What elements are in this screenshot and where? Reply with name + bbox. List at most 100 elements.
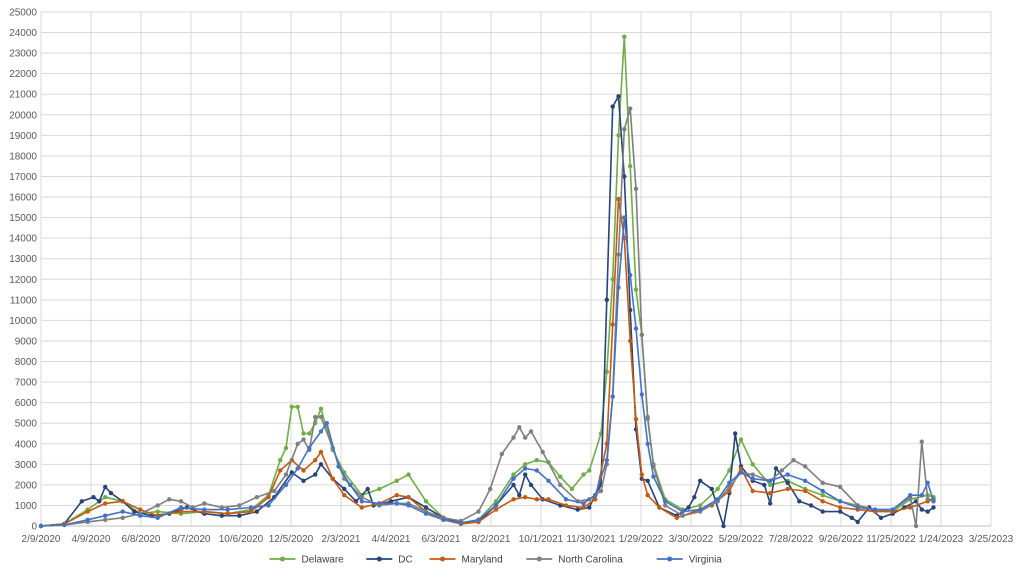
legend-marker [376, 556, 382, 562]
data-point [523, 466, 528, 471]
y-tick-label: 3000 [15, 460, 38, 471]
legend-label: DC [398, 555, 412, 566]
data-point [639, 392, 644, 397]
x-tick-label: 11/30/2021 [566, 534, 616, 545]
data-point [301, 437, 306, 442]
data-point [604, 297, 609, 302]
data-point [913, 523, 919, 529]
data-point [394, 493, 399, 498]
data-point [838, 505, 843, 510]
data-point [301, 468, 306, 473]
data-point [925, 497, 930, 502]
data-point [476, 509, 481, 514]
data-point [633, 287, 639, 292]
data-point [820, 499, 825, 504]
y-tick-label: 4000 [15, 439, 38, 450]
data-point [698, 478, 703, 483]
data-point [581, 472, 586, 477]
data-point [540, 449, 545, 455]
y-tick-label: 18000 [9, 151, 37, 162]
data-point [85, 509, 90, 514]
x-tick-label: 3/30/2022 [669, 534, 714, 545]
data-point [919, 493, 924, 498]
data-point [103, 517, 108, 522]
data-point [167, 497, 172, 502]
data-point [219, 513, 224, 518]
data-point [820, 488, 825, 494]
data-point [517, 425, 522, 430]
data-point [610, 322, 615, 327]
data-point [266, 503, 271, 508]
data-point [925, 480, 930, 485]
data-point [692, 495, 697, 500]
data-point [709, 486, 714, 492]
data-point [528, 429, 534, 434]
data-point [406, 503, 411, 508]
data-point [838, 499, 843, 504]
legend-item: Maryland [429, 555, 503, 566]
data-point [295, 466, 300, 471]
data-point [633, 326, 639, 331]
data-point [628, 106, 633, 111]
data-point [622, 215, 627, 220]
y-tick-label: 12000 [9, 275, 37, 286]
data-point [762, 482, 767, 488]
data-point [488, 486, 493, 492]
data-point [441, 517, 446, 522]
data-point [569, 486, 574, 492]
y-tick-label: 24000 [9, 28, 37, 39]
data-point [628, 273, 633, 278]
data-point [698, 507, 703, 512]
y-tick-label: 15000 [9, 213, 37, 224]
data-point [313, 458, 318, 463]
data-point [295, 441, 300, 446]
data-point [178, 509, 184, 514]
data-point [324, 421, 329, 426]
y-tick-label: 17000 [9, 172, 37, 183]
data-point [803, 464, 808, 469]
y-tick-label: 5000 [15, 419, 38, 430]
data-point [645, 414, 650, 420]
data-point [925, 509, 930, 514]
data-point [727, 488, 732, 494]
gridlines [40, 11, 992, 527]
data-point [103, 501, 108, 506]
legend: Delaware DC Maryland North Carolina Virginia [269, 555, 722, 566]
data-point [750, 472, 755, 477]
y-tick-label: 25000 [9, 8, 37, 19]
data-point [919, 439, 924, 444]
data-point [278, 468, 283, 473]
data-point [283, 472, 289, 477]
data-point [890, 507, 895, 512]
data-point [791, 458, 796, 463]
data-point [307, 431, 312, 436]
data-point [663, 503, 668, 508]
y-tick-label: 11000 [10, 295, 38, 306]
data-point [616, 94, 621, 99]
data-point [616, 196, 621, 202]
data-point [546, 478, 551, 483]
data-point [79, 499, 85, 504]
legend-marker [280, 556, 285, 562]
data-point [528, 482, 534, 488]
data-point [202, 501, 207, 506]
data-point [38, 523, 44, 529]
y-tick-label: 19000 [9, 131, 37, 142]
data-point [727, 480, 732, 485]
data-point [908, 493, 913, 498]
data-point [563, 497, 569, 502]
data-point [108, 490, 114, 496]
data-point [838, 484, 843, 490]
data-point [581, 501, 586, 506]
data-point [406, 495, 411, 500]
data-point [365, 486, 370, 492]
data-point [283, 445, 289, 451]
series-virginia [38, 215, 936, 529]
data-point [820, 493, 825, 498]
y-tick-label: 23000 [9, 49, 37, 60]
data-point [657, 505, 662, 510]
x-tick-label: 2/9/2020 [22, 534, 61, 545]
data-point [610, 277, 615, 282]
y-tick-label: 22000 [9, 69, 37, 80]
